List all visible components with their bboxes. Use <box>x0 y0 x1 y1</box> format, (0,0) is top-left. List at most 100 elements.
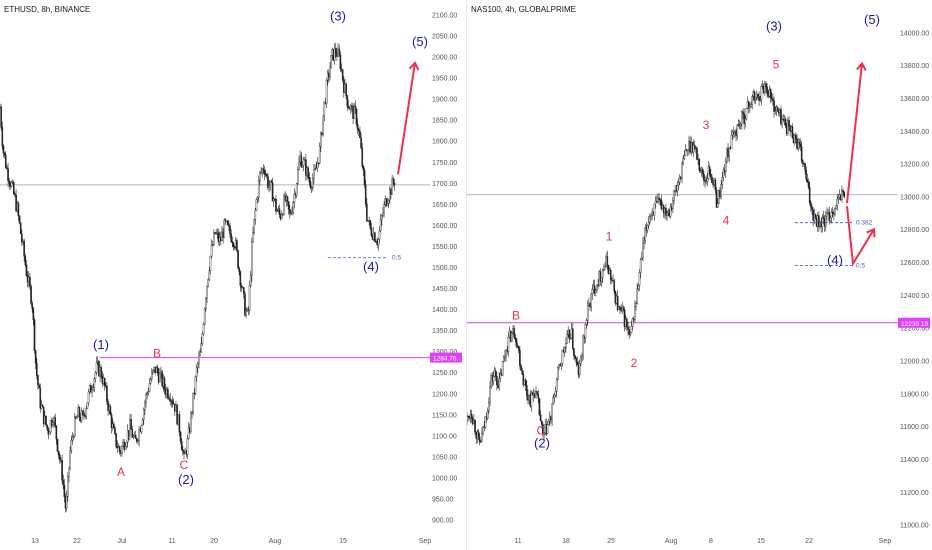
candle-body <box>673 191 675 201</box>
candle-body <box>138 429 140 441</box>
candle-body <box>826 213 828 217</box>
candle-body <box>307 167 310 178</box>
candle-body <box>805 170 808 180</box>
candle-body <box>209 255 212 272</box>
candle-body <box>643 239 645 244</box>
candle-body <box>142 409 145 421</box>
candle-body <box>72 436 75 438</box>
projection-arrow-head <box>408 61 420 71</box>
candle-body <box>841 190 843 200</box>
candle-body <box>262 168 265 171</box>
candle-body <box>298 161 300 170</box>
candle-body <box>17 203 20 217</box>
candle-body <box>275 199 277 212</box>
candle-body <box>257 180 260 198</box>
price-tag <box>430 352 462 363</box>
candle-body <box>301 165 304 168</box>
candle-body <box>68 467 70 477</box>
candle-body <box>55 425 58 440</box>
candle-body <box>730 134 733 149</box>
candle-body <box>660 199 663 210</box>
candle-body <box>379 219 382 232</box>
y-tick-label: 1650.00 <box>432 202 457 209</box>
candle-body <box>329 67 331 77</box>
candles <box>467 80 846 446</box>
wave-label: C <box>537 423 546 437</box>
candle-body <box>149 378 152 384</box>
candle-body <box>698 158 701 171</box>
candle-body <box>125 442 128 447</box>
candle-body <box>654 201 657 204</box>
candle-body <box>34 350 37 364</box>
ethusd-chart-svg[interactable]: 900.00 950.00 1000.00 1050.00 1100.00 1150.00… <box>0 0 466 550</box>
candle-body <box>736 124 739 136</box>
nas100-chart-svg[interactable]: 11000.00 11200.00 11400.00 11600.00 11800.00… <box>467 0 932 550</box>
candle-body <box>606 256 609 266</box>
candle-body <box>780 109 782 125</box>
candle-body <box>242 287 245 294</box>
candle-body <box>470 414 473 419</box>
candle-body <box>798 141 801 144</box>
projection-arrow-alt <box>846 206 875 267</box>
candle-body <box>148 383 151 392</box>
candle-body <box>63 484 66 497</box>
candle-body <box>507 336 510 352</box>
candle-body <box>626 318 628 328</box>
candle-body <box>764 83 766 93</box>
candle-body <box>318 146 321 164</box>
candle-body <box>208 270 211 280</box>
ethusd-chart-panel[interactable]: ETHUSD, 8h, BINANCE 900.00 950.00 1000.00 1… <box>0 0 466 550</box>
candle-body <box>130 419 132 430</box>
candle-body <box>349 105 352 110</box>
candle-body <box>1 126 4 147</box>
candle-body <box>378 230 381 240</box>
candle-body <box>653 203 656 216</box>
price-tag-label: 12230.19 <box>901 321 928 328</box>
candle-body <box>322 115 324 135</box>
candle-body <box>808 186 811 203</box>
candle-body <box>693 144 696 148</box>
candle-body <box>724 161 727 173</box>
candle-body <box>169 398 172 402</box>
candle-body <box>19 222 22 234</box>
candle-body <box>543 432 545 435</box>
y-tick-label: 13600.00 <box>900 96 929 103</box>
candle-body <box>121 446 123 454</box>
candle-body <box>584 324 587 339</box>
x-tick-label: 11 <box>168 538 175 545</box>
candle-body <box>499 373 502 379</box>
candle-body <box>335 47 337 54</box>
candle-body <box>393 183 396 186</box>
candle-body <box>515 338 518 347</box>
y-tick-label: 11400.00 <box>900 457 929 464</box>
candle-body <box>229 225 231 234</box>
candle-body <box>787 119 789 134</box>
candle-body <box>524 379 527 386</box>
candle-body <box>366 203 368 221</box>
candle-body <box>551 403 553 421</box>
candle-body <box>297 169 299 184</box>
candle-body <box>330 55 333 69</box>
candle-body <box>505 350 507 357</box>
candle-body <box>647 221 650 226</box>
candle-body <box>190 412 192 432</box>
y-tick-label: 1600.00 <box>432 223 457 230</box>
candle-body <box>346 95 349 107</box>
candle-body <box>167 388 169 399</box>
candle-body <box>152 369 154 373</box>
wave-label: (3) <box>330 9 346 24</box>
candle-body <box>316 162 319 169</box>
candle-body <box>286 196 289 202</box>
candle-body <box>240 285 243 288</box>
candle-body <box>39 387 42 409</box>
candle-body <box>248 285 251 311</box>
candle-body <box>186 438 189 455</box>
wave-label: 1 <box>606 230 613 244</box>
nas100-chart-panel[interactable]: NAS100, 4h, GLOBALPRIME 11000.00 11200.00… <box>466 0 932 550</box>
candle-body <box>519 350 521 366</box>
candle-body <box>784 119 787 127</box>
candle-body <box>345 83 347 96</box>
candle-body <box>73 416 76 437</box>
candle-body <box>760 85 763 100</box>
candle-body <box>821 216 824 227</box>
